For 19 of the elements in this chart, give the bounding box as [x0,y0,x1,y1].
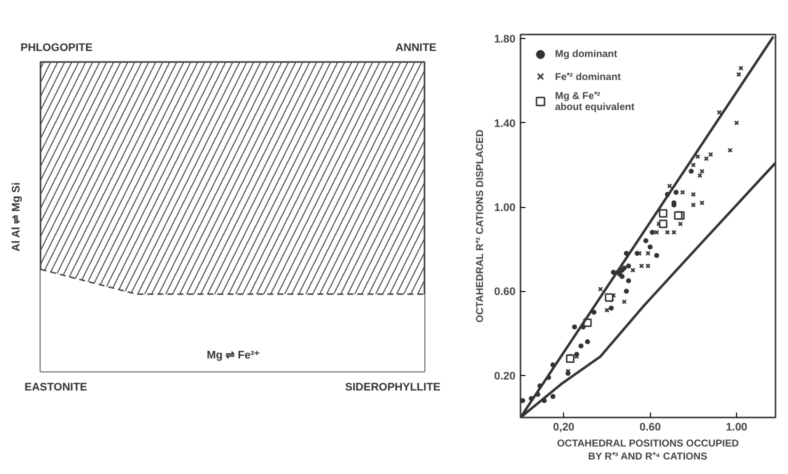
x-axis-title: OCTAHEDRAL POSITIONS OCCUPIED BY R⁺³ AND R⁺⁴ CATIONS [556,438,739,463]
y-tick-label: 1.40 [494,118,516,130]
y-axis-title: OCTAHEDRAL R⁺² CATIONS DISPLACED [475,130,486,323]
y-axis-title: Al Al ⇌ Mg Si [10,182,22,252]
legend-label: Mg & Fe⁺² about equivalent [555,90,634,113]
text: EASTONITE [24,381,88,394]
x-tick-label: 1.00 [726,422,748,434]
text: SIDEROPHYLLITE [345,381,440,394]
y-tick-label: 1.80 [494,34,516,46]
y-tick-label: 0.60 [494,286,516,298]
legend-label: Fe⁺² dominant [555,71,621,83]
x-tick-label: 0,20 [553,422,574,434]
x-tick-label: 0.60 [639,422,661,434]
legend-label: Mg dominant [555,48,618,60]
text: ANNITE [396,42,437,54]
y-tick-label: 1.00 [494,202,516,214]
y-tick-label: 0.20 [494,370,516,382]
text: PHLOGOPITE [20,42,93,54]
x-axis-title: Mg ⇌ Fe²⁺ [206,349,260,362]
